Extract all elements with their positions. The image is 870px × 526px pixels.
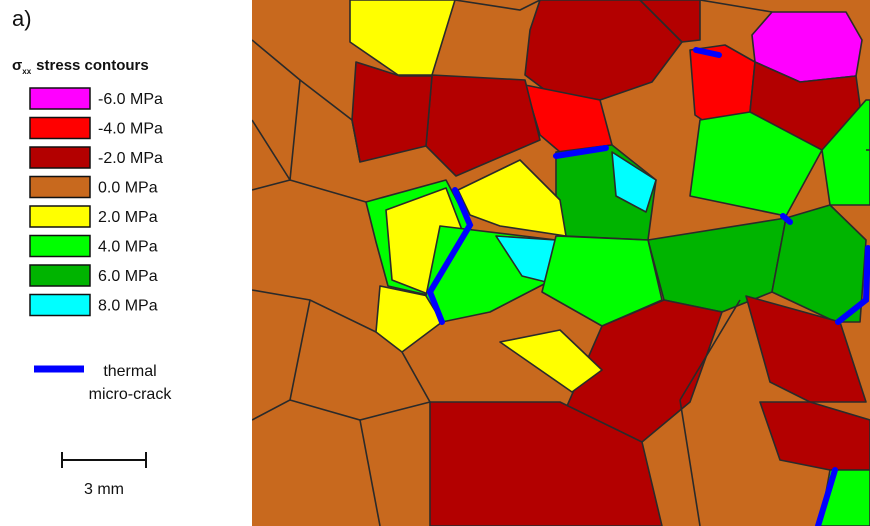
stress-map — [252, 0, 870, 526]
grain — [375, 285, 443, 353]
grain-boundary — [401, 351, 431, 403]
grain-boundary — [679, 299, 741, 401]
legend-label: 4.0 MPa — [98, 239, 158, 256]
legend-label: 0.0 MPa — [98, 180, 158, 197]
micro-crack — [553, 145, 609, 159]
legend-swatch — [29, 175, 91, 199]
panel-label: a) — [12, 6, 32, 31]
legend-label: 2.0 MPa — [98, 209, 158, 226]
micro-crack — [693, 47, 722, 58]
grain-boundary — [699, 0, 773, 13]
grain — [821, 99, 870, 206]
grain-boundary — [679, 399, 701, 526]
micro-crack — [780, 213, 793, 225]
grain-boundary — [289, 179, 367, 203]
grain — [759, 401, 870, 471]
legend-label: -4.0 MPa — [98, 121, 163, 138]
crack-label: thermal — [103, 363, 156, 380]
grain — [499, 329, 603, 393]
legend-swatch — [29, 146, 91, 169]
legend-label: -6.0 MPa — [98, 91, 163, 108]
grain-boundary — [252, 119, 291, 181]
micro-crack — [815, 467, 838, 526]
grain — [639, 0, 701, 43]
grain — [429, 401, 663, 526]
legend-label: 6.0 MPa — [98, 268, 158, 285]
grain — [689, 111, 823, 217]
grain — [349, 0, 456, 76]
scale-bar — [61, 452, 147, 468]
grain — [771, 204, 867, 323]
legend: -6.0 MPa -4.0 MPa -2.0 MPa 0.0 MPa 2.0 MPa 4.… — [29, 87, 163, 317]
grain-boundary — [454, 0, 541, 11]
legend-swatch — [29, 87, 91, 110]
legend-swatch — [29, 293, 91, 317]
legend-swatch — [29, 116, 91, 140]
legend-swatch — [29, 264, 91, 287]
grain-boundary — [359, 419, 381, 526]
legend-swatch — [29, 234, 91, 258]
legend-label: -2.0 MPa — [98, 150, 163, 167]
grain — [351, 61, 433, 163]
crack-label: micro-crack — [89, 386, 173, 403]
grain — [611, 151, 657, 213]
micro-crack — [835, 245, 870, 325]
grain-boundary — [299, 79, 361, 163]
legend-swatch — [29, 205, 91, 228]
micro-crack — [426, 187, 474, 325]
scale-bar-label: 3 mm — [84, 481, 124, 498]
legend-title: σxx stress contours — [12, 57, 149, 76]
legend-label: 8.0 MPa — [98, 298, 158, 315]
grain-boundary — [252, 39, 301, 191]
